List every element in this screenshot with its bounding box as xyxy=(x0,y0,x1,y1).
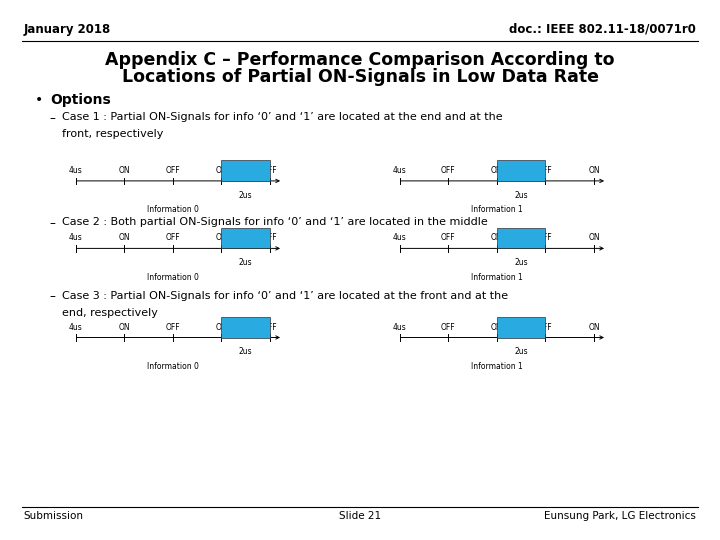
Text: Submission: Submission xyxy=(24,511,84,521)
Text: ON: ON xyxy=(588,233,600,242)
Text: –: – xyxy=(49,291,55,303)
Text: Information 1: Information 1 xyxy=(471,205,523,214)
Text: ON: ON xyxy=(491,322,503,332)
Text: 4us: 4us xyxy=(68,166,83,175)
Text: ON: ON xyxy=(118,233,130,242)
Text: January 2018: January 2018 xyxy=(24,23,111,36)
Text: OFF: OFF xyxy=(441,166,456,175)
Text: Information 1: Information 1 xyxy=(471,273,523,282)
Text: Options: Options xyxy=(50,93,111,107)
Text: OFF: OFF xyxy=(441,233,456,242)
Text: •: • xyxy=(35,93,42,107)
Bar xyxy=(497,160,546,181)
Text: front, respectively: front, respectively xyxy=(62,129,163,139)
Text: Locations of Partial ON-Signals in Low Data Rate: Locations of Partial ON-Signals in Low D… xyxy=(122,68,598,85)
Bar xyxy=(497,228,546,248)
Text: Information 0: Information 0 xyxy=(147,362,199,371)
Text: 2us: 2us xyxy=(514,191,528,200)
Text: OFF: OFF xyxy=(166,166,180,175)
Text: Case 2 : Both partial ON-Signals for info ‘0’ and ‘1’ are located in the middle: Case 2 : Both partial ON-Signals for inf… xyxy=(62,217,487,227)
Text: 4us: 4us xyxy=(392,233,407,242)
Bar xyxy=(497,317,546,338)
Text: OFF: OFF xyxy=(166,322,180,332)
Text: Information 1: Information 1 xyxy=(471,362,523,371)
Text: 4us: 4us xyxy=(392,322,407,332)
Text: 2us: 2us xyxy=(239,347,253,356)
Text: OFF: OFF xyxy=(538,233,553,242)
Text: Eunsung Park, LG Electronics: Eunsung Park, LG Electronics xyxy=(544,511,696,521)
Text: Slide 21: Slide 21 xyxy=(339,511,381,521)
Text: ON: ON xyxy=(215,233,228,242)
Text: ON: ON xyxy=(491,166,503,175)
Text: –: – xyxy=(49,112,55,125)
Text: doc.: IEEE 802.11-18/0071r0: doc.: IEEE 802.11-18/0071r0 xyxy=(509,23,696,36)
Text: OFF: OFF xyxy=(441,322,456,332)
Text: 4us: 4us xyxy=(68,322,83,332)
Text: ON: ON xyxy=(215,322,228,332)
Text: 4us: 4us xyxy=(68,233,83,242)
Text: 2us: 2us xyxy=(514,347,528,356)
Text: end, respectively: end, respectively xyxy=(62,308,158,318)
Text: Information 0: Information 0 xyxy=(147,205,199,214)
Text: ON: ON xyxy=(118,166,130,175)
Text: OFF: OFF xyxy=(166,233,180,242)
Text: Case 3 : Partial ON-Signals for info ‘0’ and ‘1’ are located at the front and at: Case 3 : Partial ON-Signals for info ‘0’… xyxy=(62,291,508,301)
Text: 2us: 2us xyxy=(514,258,528,267)
Text: Appendix C – Performance Comparison According to: Appendix C – Performance Comparison Acco… xyxy=(105,51,615,69)
Text: ON: ON xyxy=(588,322,600,332)
Text: 4us: 4us xyxy=(392,166,407,175)
Text: 2us: 2us xyxy=(239,258,253,267)
Bar xyxy=(222,317,270,338)
Text: –: – xyxy=(49,217,55,230)
Text: OFF: OFF xyxy=(263,322,277,332)
Text: ON: ON xyxy=(118,322,130,332)
Text: ON: ON xyxy=(588,166,600,175)
Text: ON: ON xyxy=(215,166,228,175)
Text: ON: ON xyxy=(491,233,503,242)
Text: OFF: OFF xyxy=(538,166,553,175)
Text: OFF: OFF xyxy=(263,233,277,242)
Text: Information 0: Information 0 xyxy=(147,273,199,282)
Bar xyxy=(222,228,270,248)
Text: OFF: OFF xyxy=(263,166,277,175)
Bar xyxy=(222,160,270,181)
Text: 2us: 2us xyxy=(239,191,253,200)
Text: OFF: OFF xyxy=(538,322,553,332)
Text: Case 1 : Partial ON-Signals for info ‘0’ and ‘1’ are located at the end and at t: Case 1 : Partial ON-Signals for info ‘0’… xyxy=(62,112,503,122)
